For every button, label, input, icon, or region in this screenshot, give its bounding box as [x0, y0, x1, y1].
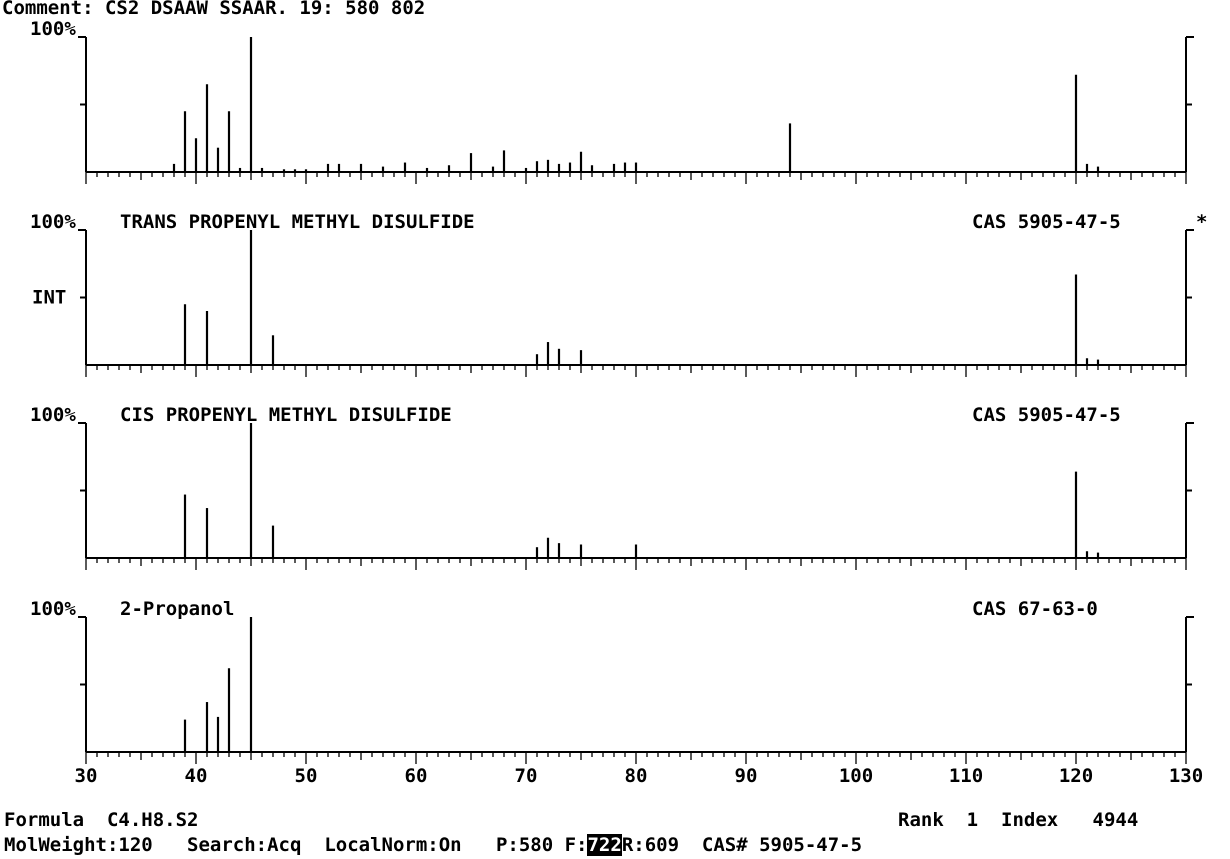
spectrum-panel-reference-3: 100% 2-Propanol CAS 67-63-0 30 40 50 60 70 80 90 1…: [30, 598, 1203, 787]
x-tick-label: 40: [185, 765, 208, 787]
cas-number: CAS# 5905-47-5: [701, 834, 863, 856]
spectrum-panel-reference-2: 100% CIS PROPENYL METHYL DISULFIDE CAS 590…: [30, 404, 1194, 570]
fit-value-highlight: 722: [587, 834, 622, 856]
x-tick-label: 30: [75, 765, 98, 787]
index-value: 4944: [1092, 809, 1139, 831]
compound-name: 2-Propanol: [120, 598, 234, 620]
rank-label: Rank: [898, 809, 944, 831]
search-status-line: MolWeight:120 Search:Acq LocalNorm:On P:…: [4, 834, 863, 856]
compound-name: TRANS PROPENYL METHYL DISULFIDE: [120, 211, 475, 233]
rfit-value: R:609: [621, 834, 680, 856]
formula-line: Formula C4.H8.S2: [4, 811, 198, 830]
formula-value: C4.H8.S2: [106, 809, 199, 831]
y-axis-top-label: 100%: [30, 18, 76, 40]
formula-label: Formula: [4, 809, 85, 831]
x-tick-label: 120: [1059, 765, 1093, 787]
x-tick-label: 80: [625, 765, 648, 787]
x-tick-label: 90: [735, 765, 758, 787]
x-tick-label: 60: [405, 765, 428, 787]
x-tick-label: 100: [839, 765, 873, 787]
y-axis-top-label: 100%: [30, 598, 76, 620]
molweight: MolWeight:120: [4, 834, 153, 856]
spectrum-panel-reference-1: 100% INT TRANS PROPENYL METHYL DISULFIDE CA…: [30, 211, 1207, 377]
match-marker: *: [1196, 211, 1207, 233]
x-tick-label: 130: [1169, 765, 1203, 787]
x-tick-label: 70: [515, 765, 538, 787]
comment-line: Comment: CS2 DSAAW SSAAR. 19: 580 802: [2, 0, 425, 19]
x-tick-label: 110: [949, 765, 983, 787]
index-label: Index: [1001, 809, 1059, 831]
cas-label: CAS 5905-47-5: [972, 404, 1121, 426]
spectrum-panel-sample: 100%: [30, 18, 1194, 184]
y-axis-top-label: 100%: [30, 404, 76, 426]
compound-name: CIS PROPENYL METHYL DISULFIDE: [120, 404, 452, 426]
rank-index-line: Rank 1 Index 4944: [898, 811, 1138, 830]
purity-value: P:580: [495, 834, 554, 856]
fit-label: F:: [564, 834, 588, 856]
y-axis-mid-label: INT: [32, 287, 66, 309]
y-axis-top-label: 100%: [30, 211, 76, 233]
x-tick-label: 50: [295, 765, 318, 787]
search-mode: Search:Acq: [187, 834, 302, 856]
local-norm: LocalNorm:On: [324, 834, 462, 856]
cas-label: CAS 5905-47-5: [972, 211, 1121, 233]
rank-value: 1: [966, 809, 979, 831]
cas-label: CAS 67-63-0: [972, 598, 1098, 620]
